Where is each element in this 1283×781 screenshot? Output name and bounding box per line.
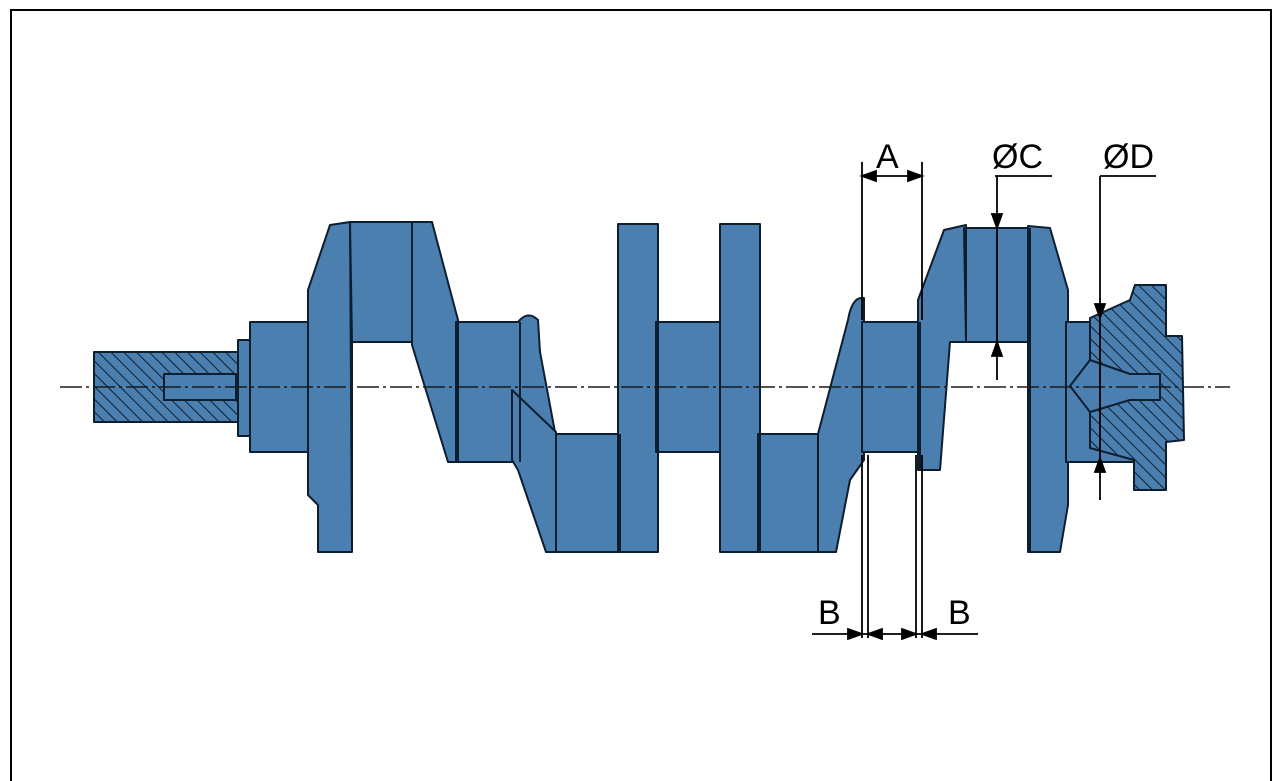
web-8 [1027,225,1069,553]
label-d: ØD [1103,138,1154,176]
crank-pin-3 [757,433,821,553]
dimension-a [859,162,925,320]
dimension-d [1093,175,1156,500]
web-6 [817,296,865,553]
web-4 [617,223,659,553]
label-b-right: B [948,594,971,632]
web-5 [719,223,761,553]
dimension-c [990,175,1052,380]
dimension-b [812,455,978,641]
crank-pin-1-upper [349,221,415,343]
crank-pin-2 [555,433,621,553]
web-2 [411,221,459,463]
web-7 [917,224,969,471]
label-c: ØC [992,138,1043,176]
label-b-left: B [818,594,841,632]
web-3 [511,389,561,553]
label-a: A [876,138,899,176]
